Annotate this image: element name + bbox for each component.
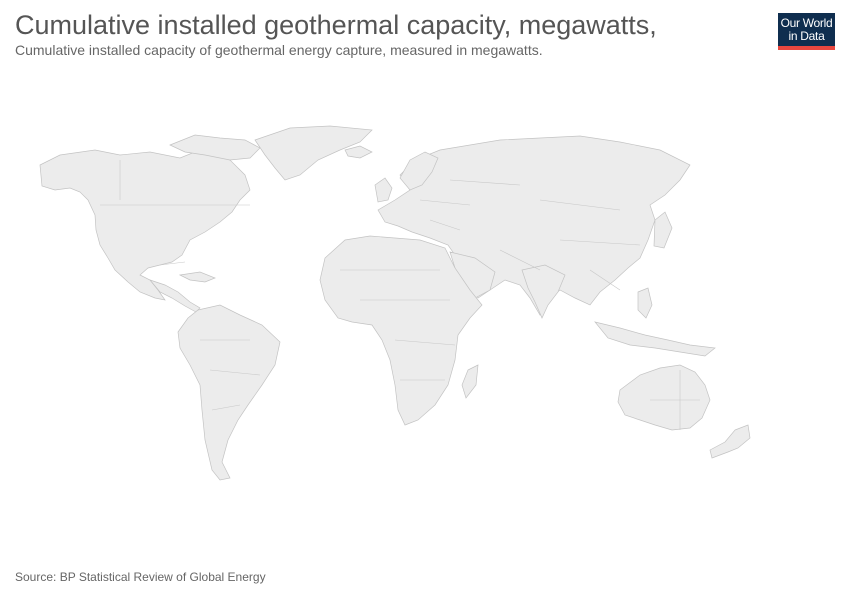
world-map[interactable] — [0, 110, 850, 490]
australia[interactable] — [617, 364, 711, 431]
africa[interactable] — [319, 235, 483, 426]
philippines[interactable] — [637, 287, 653, 319]
new-zealand[interactable] — [709, 424, 751, 459]
arctic-islands[interactable] — [169, 134, 261, 161]
japan[interactable] — [653, 211, 673, 249]
greenland[interactable] — [254, 125, 373, 181]
logo-line-2: in Data — [788, 28, 825, 43]
chart-title: Cumulative installed geothermal capacity… — [15, 10, 657, 40]
south-america[interactable] — [177, 304, 281, 481]
scandinavia[interactable] — [399, 151, 439, 191]
chart-subtitle: Cumulative installed capacity of geother… — [15, 42, 543, 58]
source-note: Source: BP Statistical Review of Global … — [15, 570, 266, 584]
iceland[interactable] — [344, 145, 373, 159]
north-america[interactable] — [39, 149, 251, 301]
british-isles[interactable] — [374, 177, 393, 203]
owid-logo[interactable]: Our World in Data — [778, 13, 835, 50]
madagascar[interactable] — [461, 364, 479, 399]
caribbean[interactable] — [178, 271, 216, 283]
logo-line-1: Our World — [780, 15, 833, 30]
indonesia[interactable] — [594, 321, 716, 357]
india[interactable] — [521, 264, 566, 319]
country-borders — [100, 160, 700, 430]
